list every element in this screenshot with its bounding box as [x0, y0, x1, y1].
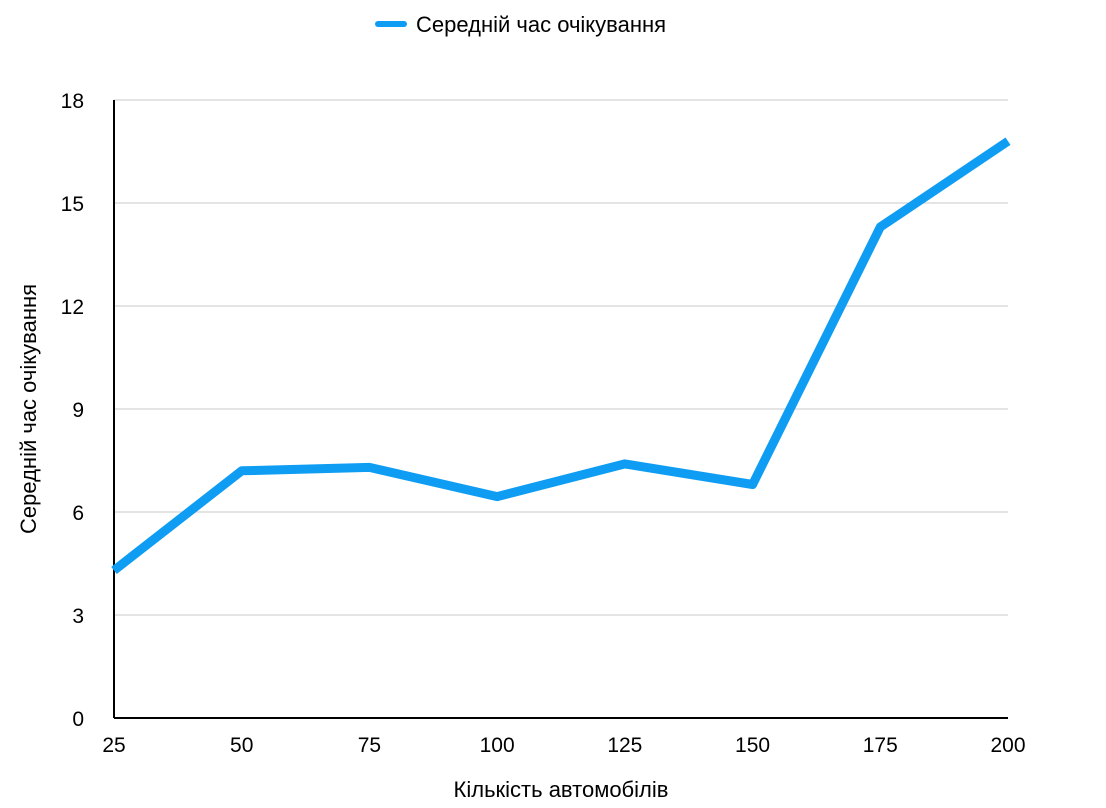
x-tick-labels: 25 50 75 100 125 150 175 200 — [102, 734, 1025, 757]
legend: Середній час очікування — [375, 12, 666, 37]
y-tick-label: 0 — [72, 708, 84, 731]
y-tick-labels: 0 3 6 9 12 15 18 — [61, 90, 84, 731]
x-tick-label: 125 — [607, 734, 642, 757]
y-tick-label: 18 — [61, 90, 84, 113]
x-tick-label: 75 — [358, 734, 381, 757]
x-tick-label: 50 — [230, 734, 253, 757]
x-tick-label: 150 — [735, 734, 770, 757]
legend-label: Середній час очікування — [416, 12, 666, 37]
y-tick-label: 6 — [72, 502, 84, 525]
y-tick-label: 15 — [61, 193, 84, 216]
gridlines — [114, 99, 1008, 616]
y-axis-title: Середній час очікування — [16, 284, 41, 534]
y-tick-label: 3 — [72, 605, 84, 628]
axes — [113, 100, 1008, 719]
y-tick-label: 12 — [61, 296, 84, 319]
series-line — [111, 137, 1011, 574]
x-tick-label: 100 — [480, 734, 515, 757]
x-axis-title: Кількість автомобілів — [454, 777, 669, 802]
y-tick-label: 9 — [72, 399, 84, 422]
series-group — [111, 137, 1011, 574]
x-tick-label: 25 — [102, 734, 125, 757]
x-tick-label: 175 — [863, 734, 898, 757]
x-tick-label: 200 — [990, 734, 1025, 757]
